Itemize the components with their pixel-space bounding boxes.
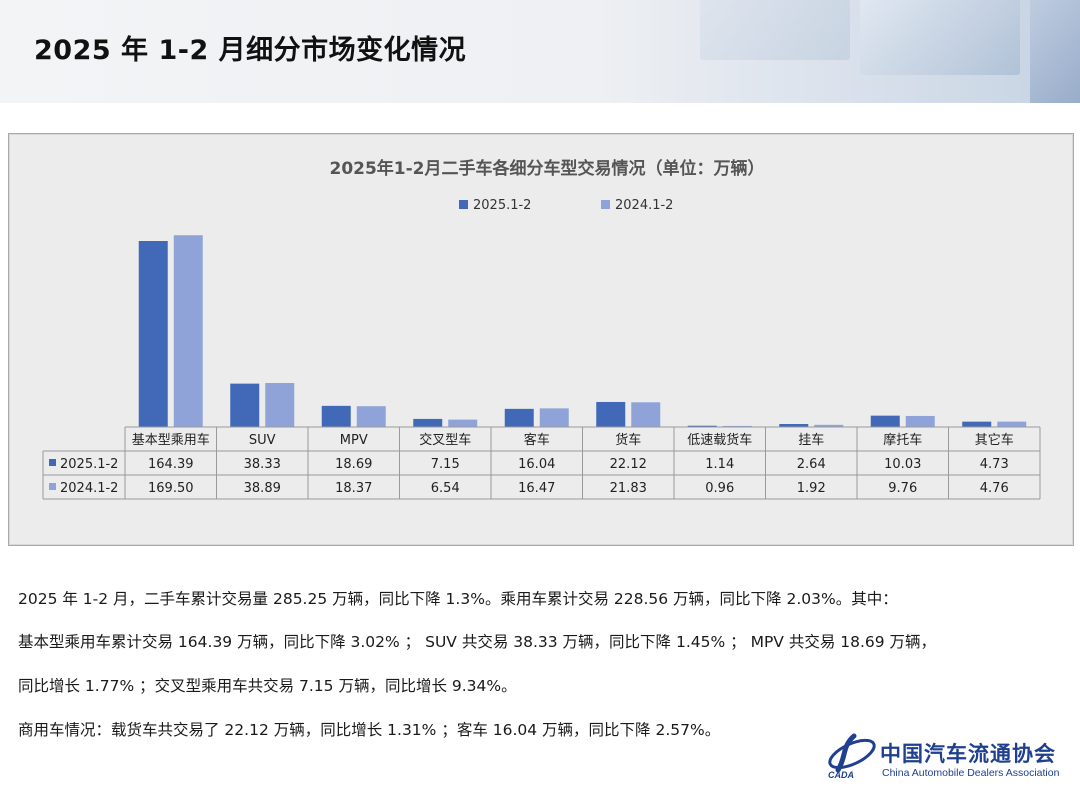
data-label: 38.33 [244,457,281,472]
data-label: 18.69 [335,457,372,472]
data-label: 18.37 [335,481,372,496]
category-label: 其它车 [975,432,1014,448]
logo-name-en: China Automobile Dealers Association [882,767,1060,779]
legend-label: 2024.1-2 [615,198,673,213]
bar-2025 [413,418,443,427]
bar-2024 [997,421,1027,427]
bar-2024 [448,419,478,427]
summary-line-1: 2025 年 1-2 月，二手车累计交易量 285.25 万辆，同比下降 1.3… [18,590,898,608]
bar-2024 [722,425,752,427]
bar-2025 [504,408,534,427]
data-label: 21.83 [610,481,647,496]
data-label: 2.64 [797,457,826,472]
bar-2024 [539,408,569,427]
decorative-cube [1030,0,1080,103]
category-label: 客车 [524,432,550,448]
cada-emblem-icon [828,733,876,773]
bar-2025 [596,401,626,427]
bar-2024 [814,424,844,427]
legend-swatch [459,200,468,209]
data-label: 1.92 [797,481,826,496]
category-label: 摩托车 [883,432,922,448]
data-label: 169.50 [148,481,194,496]
data-label: 9.76 [888,481,917,496]
bar-2024 [905,415,935,427]
category-label: MPV [340,433,368,448]
bar-2025 [687,425,717,427]
category-label: 货车 [615,432,641,448]
bar-2025 [321,405,351,427]
data-label: 1.14 [705,457,734,472]
data-label: 16.04 [518,457,555,472]
summary-line-4: 商用车情况：载货车共交易了 22.12 万辆，同比增长 1.31% ；客车 16… [18,721,721,739]
summary-line-2: 基本型乘用车累计交易 164.39 万辆，同比下降 3.02% ； SUV 共交… [18,633,937,651]
data-label: 6.54 [431,481,460,496]
bar-2025 [230,383,260,427]
bar-2024 [173,235,203,427]
data-label: 4.76 [980,481,1009,496]
bar-2025 [138,241,168,427]
data-label: 16.47 [518,481,555,496]
category-label: 低速载货车 [687,432,752,448]
summary-line-3: 同比增长 1.77% ；交叉型乘用车共交易 7.15 万辆，同比增长 9.34%… [18,677,517,695]
table-legend-swatch [49,483,56,490]
legend-label: 2025.1-2 [473,198,531,213]
data-label: 4.73 [980,457,1009,472]
category-label: 挂车 [798,432,824,448]
bar-2024 [631,402,661,427]
bar-2025 [870,415,900,427]
data-label: 164.39 [148,457,194,472]
cada-logo: CADA 中国汽车流通协会 China Automobile Dealers A… [822,730,1074,786]
table-series-label: 2025.1-2 [60,457,118,472]
decorative-cube [860,0,1020,75]
bar-chart: 2025年1-2月二手车各细分车型交易情况（单位：万辆） 2025.1-2 2024… [42,158,1041,500]
table-series-label: 2024.1-2 [60,481,118,496]
data-label: 0.96 [705,481,734,496]
category-label: SUV [249,433,276,448]
data-label: 7.15 [431,457,460,472]
data-label: 10.03 [884,457,921,472]
legend-swatch [601,200,610,209]
header-banner: 2025 年 1-2 月细分市场变化情况 [0,0,1080,103]
table-legend-swatch [49,459,56,466]
category-label: 基本型乘用车 [132,432,210,448]
chart-title: 2025年1-2月二手车各细分车型交易情况（单位：万辆） [329,158,764,179]
data-label: 38.89 [244,481,281,496]
bar-2024 [356,406,386,427]
logo-abbreviation: CADA [828,770,854,780]
logo-name-cn: 中国汽车流通协会 [880,741,1056,766]
decorative-cube [700,0,850,60]
bar-2025 [779,424,809,427]
category-label: 交叉型车 [419,432,471,448]
bar-2025 [962,421,992,427]
page-title: 2025 年 1-2 月细分市场变化情况 [34,35,467,66]
data-label: 22.12 [610,457,647,472]
chart-panel: 2025年1-2月二手车各细分车型交易情况（单位：万辆） 2025.1-2 2024… [8,133,1074,546]
bar-2024 [265,382,295,427]
